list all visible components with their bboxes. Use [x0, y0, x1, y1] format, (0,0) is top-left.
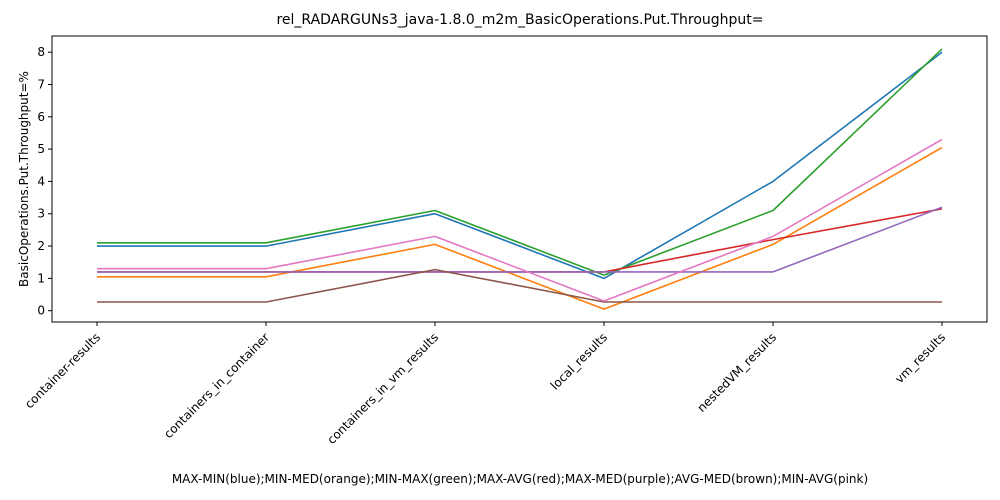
y-tick-label: 2 [37, 239, 45, 253]
y-tick-label: 1 [37, 271, 45, 285]
series-line [97, 51, 943, 280]
y-tick-label: 6 [37, 110, 45, 124]
y-tick-label: 0 [37, 304, 45, 318]
y-tick-label: 3 [37, 207, 45, 221]
chart-title: rel_RADARGUNs3_java-1.8.0_m2m_BasicOpera… [276, 12, 763, 28]
y-tick-label: 8 [37, 45, 45, 59]
series-line [97, 146, 943, 310]
x-axis-label: MAX-MIN(blue);MIN-MED(orange);MIN-MAX(gr… [172, 472, 868, 486]
series-layer [97, 48, 943, 310]
y-tick-label: 5 [37, 142, 45, 156]
y-axis-label: BasicOperations.Put.Throughput=% [17, 71, 31, 287]
series-line [97, 48, 943, 276]
y-tick-label: 4 [37, 174, 45, 188]
series-line [97, 206, 943, 273]
y-tick-label: 7 [37, 77, 45, 91]
y-axis: 0 1 2 3 4 5 6 7 8 [37, 45, 52, 318]
series-line [97, 138, 943, 302]
series-line [97, 268, 942, 303]
plot-frame [51, 35, 988, 323]
